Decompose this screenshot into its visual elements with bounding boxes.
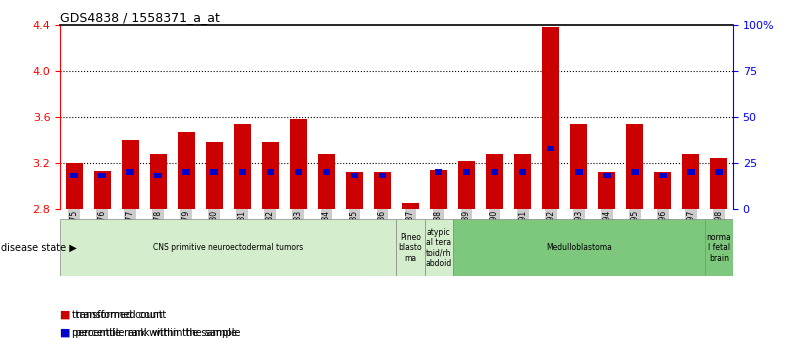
Bar	[206, 142, 223, 209]
Bar	[155, 173, 162, 178]
Bar	[682, 154, 699, 209]
Bar	[323, 170, 330, 175]
Bar	[178, 132, 195, 209]
Text: atypic
al tera
toid/rh
abdoid: atypic al tera toid/rh abdoid	[425, 228, 452, 268]
Bar	[631, 170, 638, 175]
Bar	[687, 170, 694, 175]
Bar	[211, 170, 218, 175]
Bar	[519, 170, 526, 175]
Bar	[654, 172, 671, 209]
Text: transformed count: transformed count	[72, 310, 163, 320]
Text: CNS primitive neuroectodermal tumors: CNS primitive neuroectodermal tumors	[153, 243, 304, 252]
Text: ■: ■	[60, 328, 70, 338]
Bar	[458, 161, 475, 209]
Bar	[60, 219, 396, 276]
Bar	[346, 172, 363, 209]
Bar	[239, 170, 246, 175]
Bar	[318, 154, 335, 209]
Bar	[379, 173, 386, 178]
Bar	[94, 171, 111, 209]
Bar	[463, 170, 470, 175]
Bar	[66, 163, 83, 209]
Bar	[351, 173, 358, 178]
Bar	[575, 170, 582, 175]
Bar	[430, 170, 447, 209]
Text: Medulloblastoma: Medulloblastoma	[545, 243, 612, 252]
Bar	[547, 145, 554, 151]
Bar	[70, 173, 78, 178]
Text: ■  percentile rank within the sample: ■ percentile rank within the sample	[60, 328, 240, 338]
Bar	[491, 170, 498, 175]
Text: ■: ■	[60, 310, 70, 320]
Bar	[122, 140, 139, 209]
Bar	[514, 154, 531, 209]
Text: norma
l fetal
brain: norma l fetal brain	[706, 233, 731, 263]
Bar	[705, 219, 733, 276]
Bar	[295, 170, 302, 175]
Bar	[659, 173, 666, 178]
Bar	[99, 173, 106, 178]
Bar	[396, 219, 425, 276]
Bar	[603, 173, 610, 178]
Bar	[486, 154, 503, 209]
Bar	[374, 172, 391, 209]
Bar	[234, 124, 251, 209]
Bar	[542, 27, 559, 209]
Text: Pineo
blasto
ma: Pineo blasto ma	[399, 233, 422, 263]
Text: GDS4838 / 1558371_a_at: GDS4838 / 1558371_a_at	[60, 11, 220, 24]
Bar	[183, 170, 190, 175]
Text: disease state ▶: disease state ▶	[1, 243, 77, 253]
Bar	[290, 119, 307, 209]
Bar	[435, 170, 442, 175]
Bar	[425, 219, 453, 276]
Bar	[127, 170, 134, 175]
Bar	[267, 170, 274, 175]
Text: ■  transformed count: ■ transformed count	[60, 310, 167, 320]
Bar	[453, 219, 705, 276]
Bar	[150, 154, 167, 209]
Bar	[570, 124, 587, 209]
Bar	[710, 158, 727, 209]
Text: percentile rank within the sample: percentile rank within the sample	[72, 328, 237, 338]
Bar	[402, 203, 419, 209]
Bar	[626, 124, 643, 209]
Bar	[262, 142, 279, 209]
Bar	[715, 170, 723, 175]
Bar	[598, 172, 615, 209]
